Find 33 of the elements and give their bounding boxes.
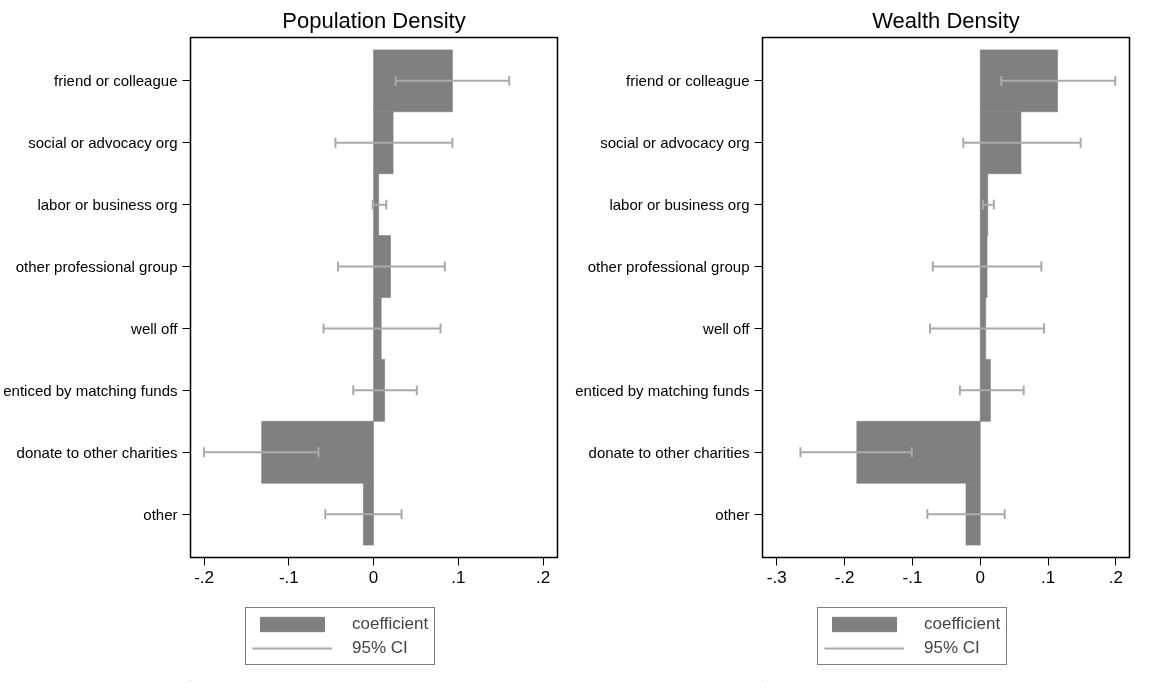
y-tick-label: other professional group [15,258,178,276]
x-tick-label: 0 [368,567,379,587]
y-tick-label: well off [702,319,751,337]
y-tick-label: enticed by matching funds [575,381,750,399]
x-tick-label: .1 [1041,567,1056,587]
x-tick-label: .1 [451,567,466,587]
y-tick-label: other professional group [587,258,750,276]
y-tick-label: other [143,505,178,523]
text: 95% CI [924,638,980,658]
chart-title: Wealth Density [872,7,1020,33]
y-tick-label: enticed by matching funds [3,381,178,399]
y-tick-label: donate to other charities [16,443,178,461]
y-tick-label: friend or colleague [626,72,750,90]
y-tick-label: social or advocacy org [600,134,750,152]
text: 95% CI [352,638,408,658]
x-tick-label: -.3 [766,567,787,587]
x-tick-label: -.2 [834,567,855,587]
y-tick-label: labor or business org [37,196,178,214]
x-tick-label: .2 [1108,567,1124,587]
y-tick-label: social or advocacy org [28,134,178,152]
y-tick-label: other [715,505,750,523]
legend-label: coefficient [924,614,1001,634]
x-tick-label: -.1 [902,567,923,587]
x-tick-label: 0 [975,567,985,587]
y-tick-label: labor or business org [609,196,750,214]
x-tick-label: -.2 [194,567,214,587]
legend-label: coefficient [352,614,429,634]
y-tick-label: donate to other charities [588,443,750,461]
y-tick-label: well off [130,319,179,337]
x-tick-label: .2 [536,567,551,587]
chart-title: Population Density [282,7,466,33]
y-tick-label: friend or colleague [54,72,178,90]
x-tick-label: -.1 [278,567,299,587]
